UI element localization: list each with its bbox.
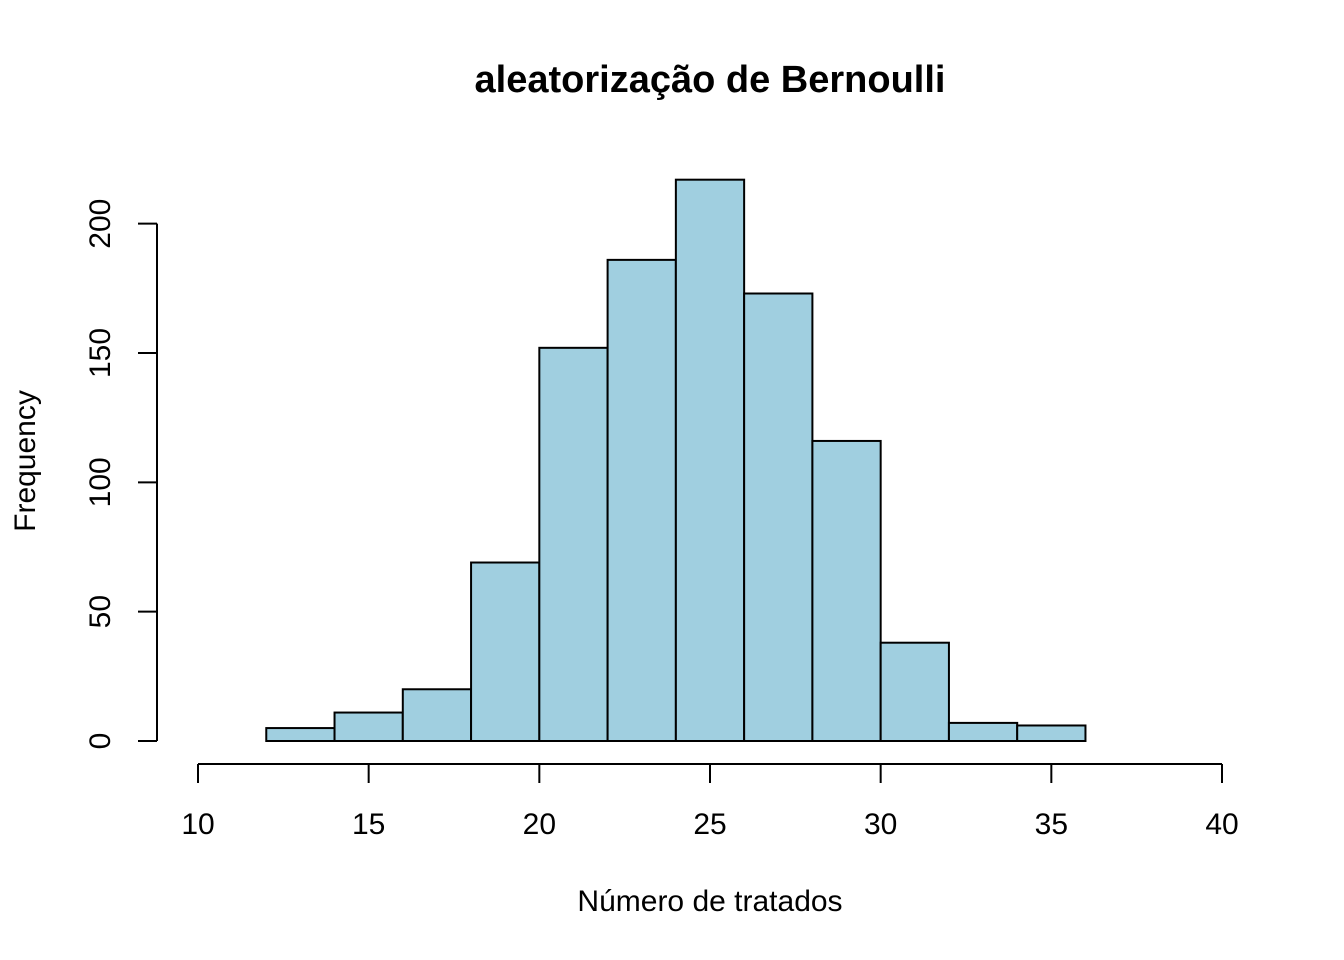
x-axis-label: Número de tratados [577, 885, 842, 918]
histogram-bar [949, 723, 1017, 741]
x-tick-label: 20 [523, 808, 556, 841]
x-axis: 10 15 20 25 30 35 40 [181, 764, 1238, 841]
histogram-bar [881, 643, 949, 741]
bars-group [266, 180, 1085, 741]
x-tick-label: 15 [352, 808, 385, 841]
x-tick-label: 10 [181, 808, 214, 841]
x-tick-label: 35 [1035, 808, 1068, 841]
y-tick-label: 100 [84, 457, 117, 507]
histogram-bar [608, 260, 676, 741]
chart-title: aleatorização de Bernoulli [475, 59, 946, 101]
y-axis-label: Frequency [9, 390, 42, 532]
histogram-bar [744, 294, 812, 741]
histogram-bar [539, 348, 607, 741]
x-tick-label: 25 [693, 808, 726, 841]
x-tick-label: 40 [1205, 808, 1238, 841]
histogram-bar [1017, 725, 1085, 741]
histogram-bar [471, 563, 539, 741]
y-tick-label: 200 [84, 199, 117, 249]
histogram-bar [266, 728, 334, 741]
y-tick-label: 50 [84, 595, 117, 628]
y-tick-label: 0 [84, 733, 117, 750]
histogram-bar [676, 180, 744, 741]
histogram-bar [335, 713, 403, 741]
y-tick-label: 150 [84, 328, 117, 378]
y-axis: 0 50 100 150 200 [84, 199, 157, 750]
histogram-bar [812, 441, 880, 741]
x-tick-label: 30 [864, 808, 897, 841]
histogram-bar [403, 689, 471, 741]
